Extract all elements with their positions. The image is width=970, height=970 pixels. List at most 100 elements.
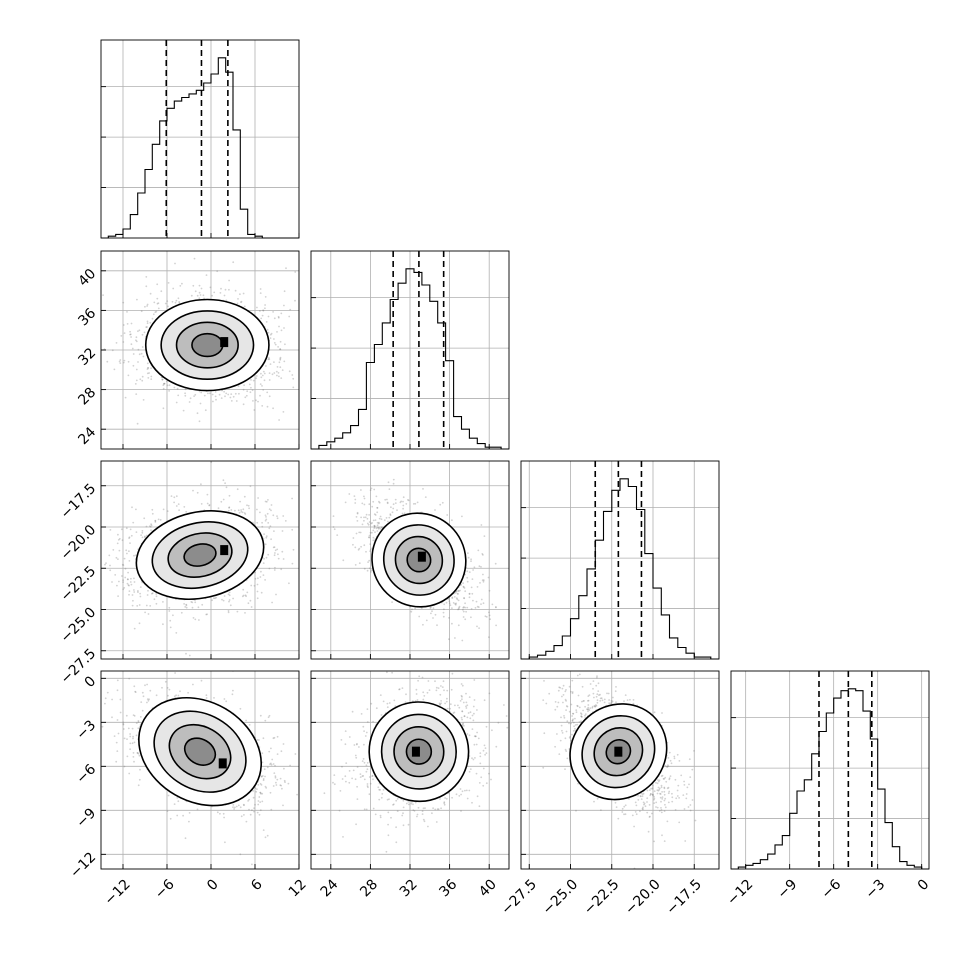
scatter-point [273, 530, 275, 532]
scatter-point [132, 737, 134, 740]
scatter-point [126, 755, 129, 758]
scatter-point [154, 521, 157, 523]
scatter-point [104, 563, 106, 566]
scatter-point [163, 383, 165, 385]
scatter-point [462, 606, 465, 609]
scatter-point [470, 586, 473, 589]
scatter-point [256, 788, 258, 790]
scatter-point [228, 599, 231, 601]
scatter-point [278, 419, 280, 421]
scatter-point [233, 808, 236, 810]
scatter-point [271, 373, 274, 376]
scatter-point [122, 324, 125, 326]
scatter-point [282, 411, 285, 413]
scatter-point [418, 615, 421, 618]
scatter-point [139, 378, 142, 381]
scatter-point [265, 535, 268, 537]
scatter-point [179, 690, 181, 693]
scatter-point [265, 518, 268, 521]
scatter-point [377, 527, 380, 530]
scatter-point [138, 353, 141, 356]
scatter-point [168, 384, 171, 387]
scatter-point [228, 591, 231, 594]
scatter-point [137, 591, 139, 593]
scatter-point [98, 719, 100, 721]
scatter-point [138, 604, 141, 606]
scatter-point [177, 503, 180, 505]
scatter-point [235, 400, 238, 402]
scatter-point [102, 294, 104, 296]
scatter-point [175, 495, 178, 498]
scatter-point [253, 807, 256, 809]
scatter-point [172, 614, 174, 617]
scatter-point [480, 598, 483, 601]
scatter-point [131, 506, 133, 509]
scatter-point [482, 554, 484, 556]
scatter-point [153, 598, 156, 601]
scatter-point [302, 573, 304, 575]
scatter-point [126, 311, 128, 313]
scatter-point [185, 652, 187, 655]
scatter-point [488, 636, 490, 639]
scatter-point [270, 538, 272, 541]
scatter-point [191, 601, 194, 604]
scatter-point [488, 614, 491, 617]
scatter-point [455, 602, 457, 605]
scatter-point [478, 627, 480, 629]
scatter-point [250, 386, 252, 389]
scatter-point [155, 310, 158, 313]
scatter-point [130, 583, 133, 586]
scatter-point [259, 288, 262, 290]
scatter-point [256, 597, 259, 600]
scatter-point [111, 698, 113, 701]
scatter-point [192, 683, 194, 686]
scatter-point [356, 520, 359, 522]
scatter-point [259, 809, 262, 812]
scatter-point [122, 723, 125, 725]
scatter-point [188, 812, 191, 814]
scatter-point [129, 733, 132, 735]
scatter-point [451, 519, 453, 522]
scatter-point [127, 571, 129, 574]
scatter-point [141, 536, 144, 539]
scatter-point [223, 390, 226, 393]
scatter-point [278, 325, 280, 328]
scatter-point [224, 482, 227, 485]
scatter-point [448, 617, 450, 619]
scatter-point [464, 602, 466, 605]
scatter-point [303, 833, 305, 835]
scatter-point [402, 507, 404, 510]
scatter-point [118, 580, 120, 583]
scatter-point [276, 517, 279, 520]
scatter-point [272, 737, 275, 740]
scatter-point [265, 516, 267, 518]
scatter-point [175, 505, 178, 507]
scatter-point [240, 815, 243, 818]
scatter-point [157, 302, 160, 304]
scatter-point [394, 498, 397, 501]
scatter-point [279, 357, 282, 360]
scatter-point [228, 594, 231, 597]
scatter-point [462, 616, 465, 618]
scatter-point [292, 386, 295, 389]
scatter-point [279, 784, 282, 786]
scatter-point [268, 527, 271, 530]
scatter-point [146, 305, 149, 307]
scatter-point [283, 767, 285, 770]
scatter-point [209, 392, 211, 395]
scatter-point [136, 298, 138, 301]
scatter-point [127, 374, 130, 377]
scatter-point [122, 361, 125, 364]
scatter-point [403, 512, 406, 515]
scatter-point [378, 501, 381, 504]
scatter-point [276, 366, 279, 368]
scatter-point [463, 587, 466, 589]
scatter-point [134, 690, 137, 693]
scatter-point [118, 537, 121, 540]
scatter-point [369, 548, 372, 551]
scatter-point [462, 585, 465, 588]
scatter-point [126, 582, 129, 585]
scatter-point [432, 617, 434, 619]
scatter-point [354, 564, 357, 566]
